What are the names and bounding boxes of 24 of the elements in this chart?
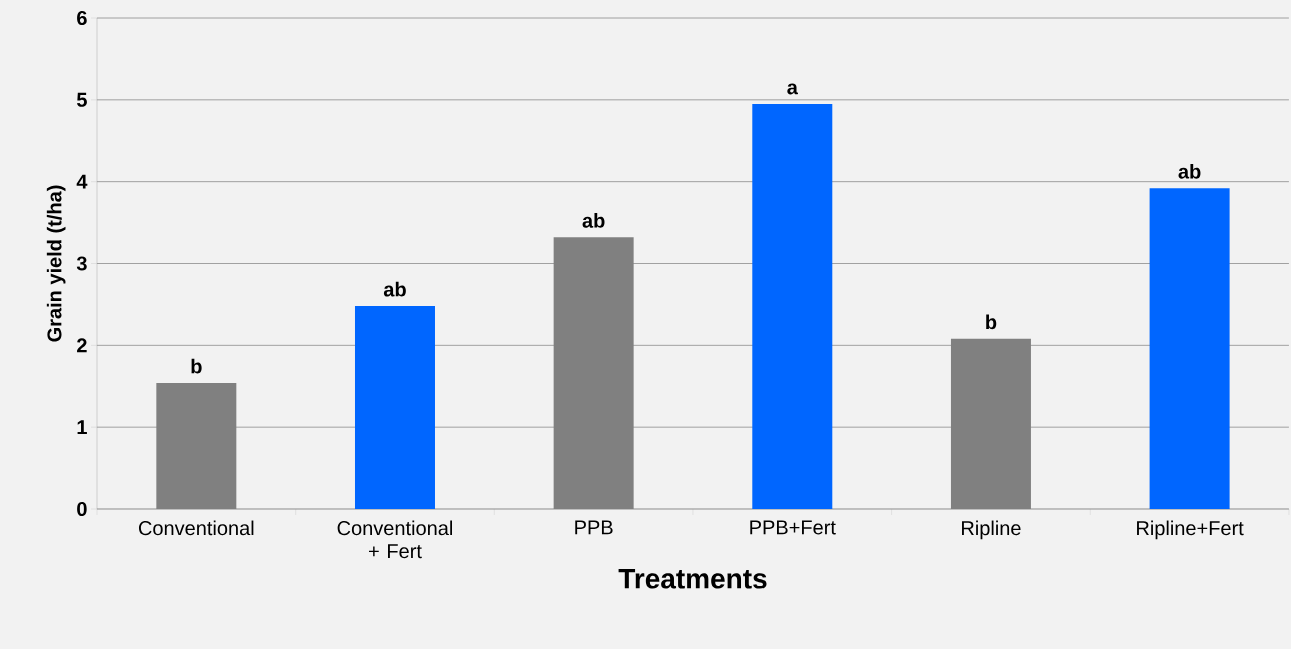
x-tick-label: PPB [575,520,613,535]
y-tick-label: 4 [76,174,88,189]
bar [752,103,833,509]
y-tick-label: 5 [76,92,87,107]
y-tick-label: 3 [76,256,87,271]
annotation: ab [582,213,605,228]
x-tick-label: Conventional + Fert [337,520,452,559]
x-tick-label: Ripline+Fert [1137,520,1244,540]
annotation: ab [1178,163,1201,179]
y-tick-label: 0 [77,501,87,517]
y-axis-title: Grain yield (t/ha) [46,185,66,342]
x-tick-label: Conventional [138,520,254,536]
x-axis-title: Treatments [618,569,767,589]
annotation: ab [383,281,406,297]
annotation: a [787,83,798,95]
y-tick-label: 6 [77,10,87,26]
y-tick-label: 2 [77,338,87,353]
y-tick-label: 1 [77,420,87,435]
x-tick-label: PPB+Fert [750,520,836,535]
bar [354,306,435,509]
bar [1149,188,1230,509]
annotation: b [986,314,997,330]
x-tick-label: Ripline [962,520,1021,540]
annotation: b [191,358,202,374]
